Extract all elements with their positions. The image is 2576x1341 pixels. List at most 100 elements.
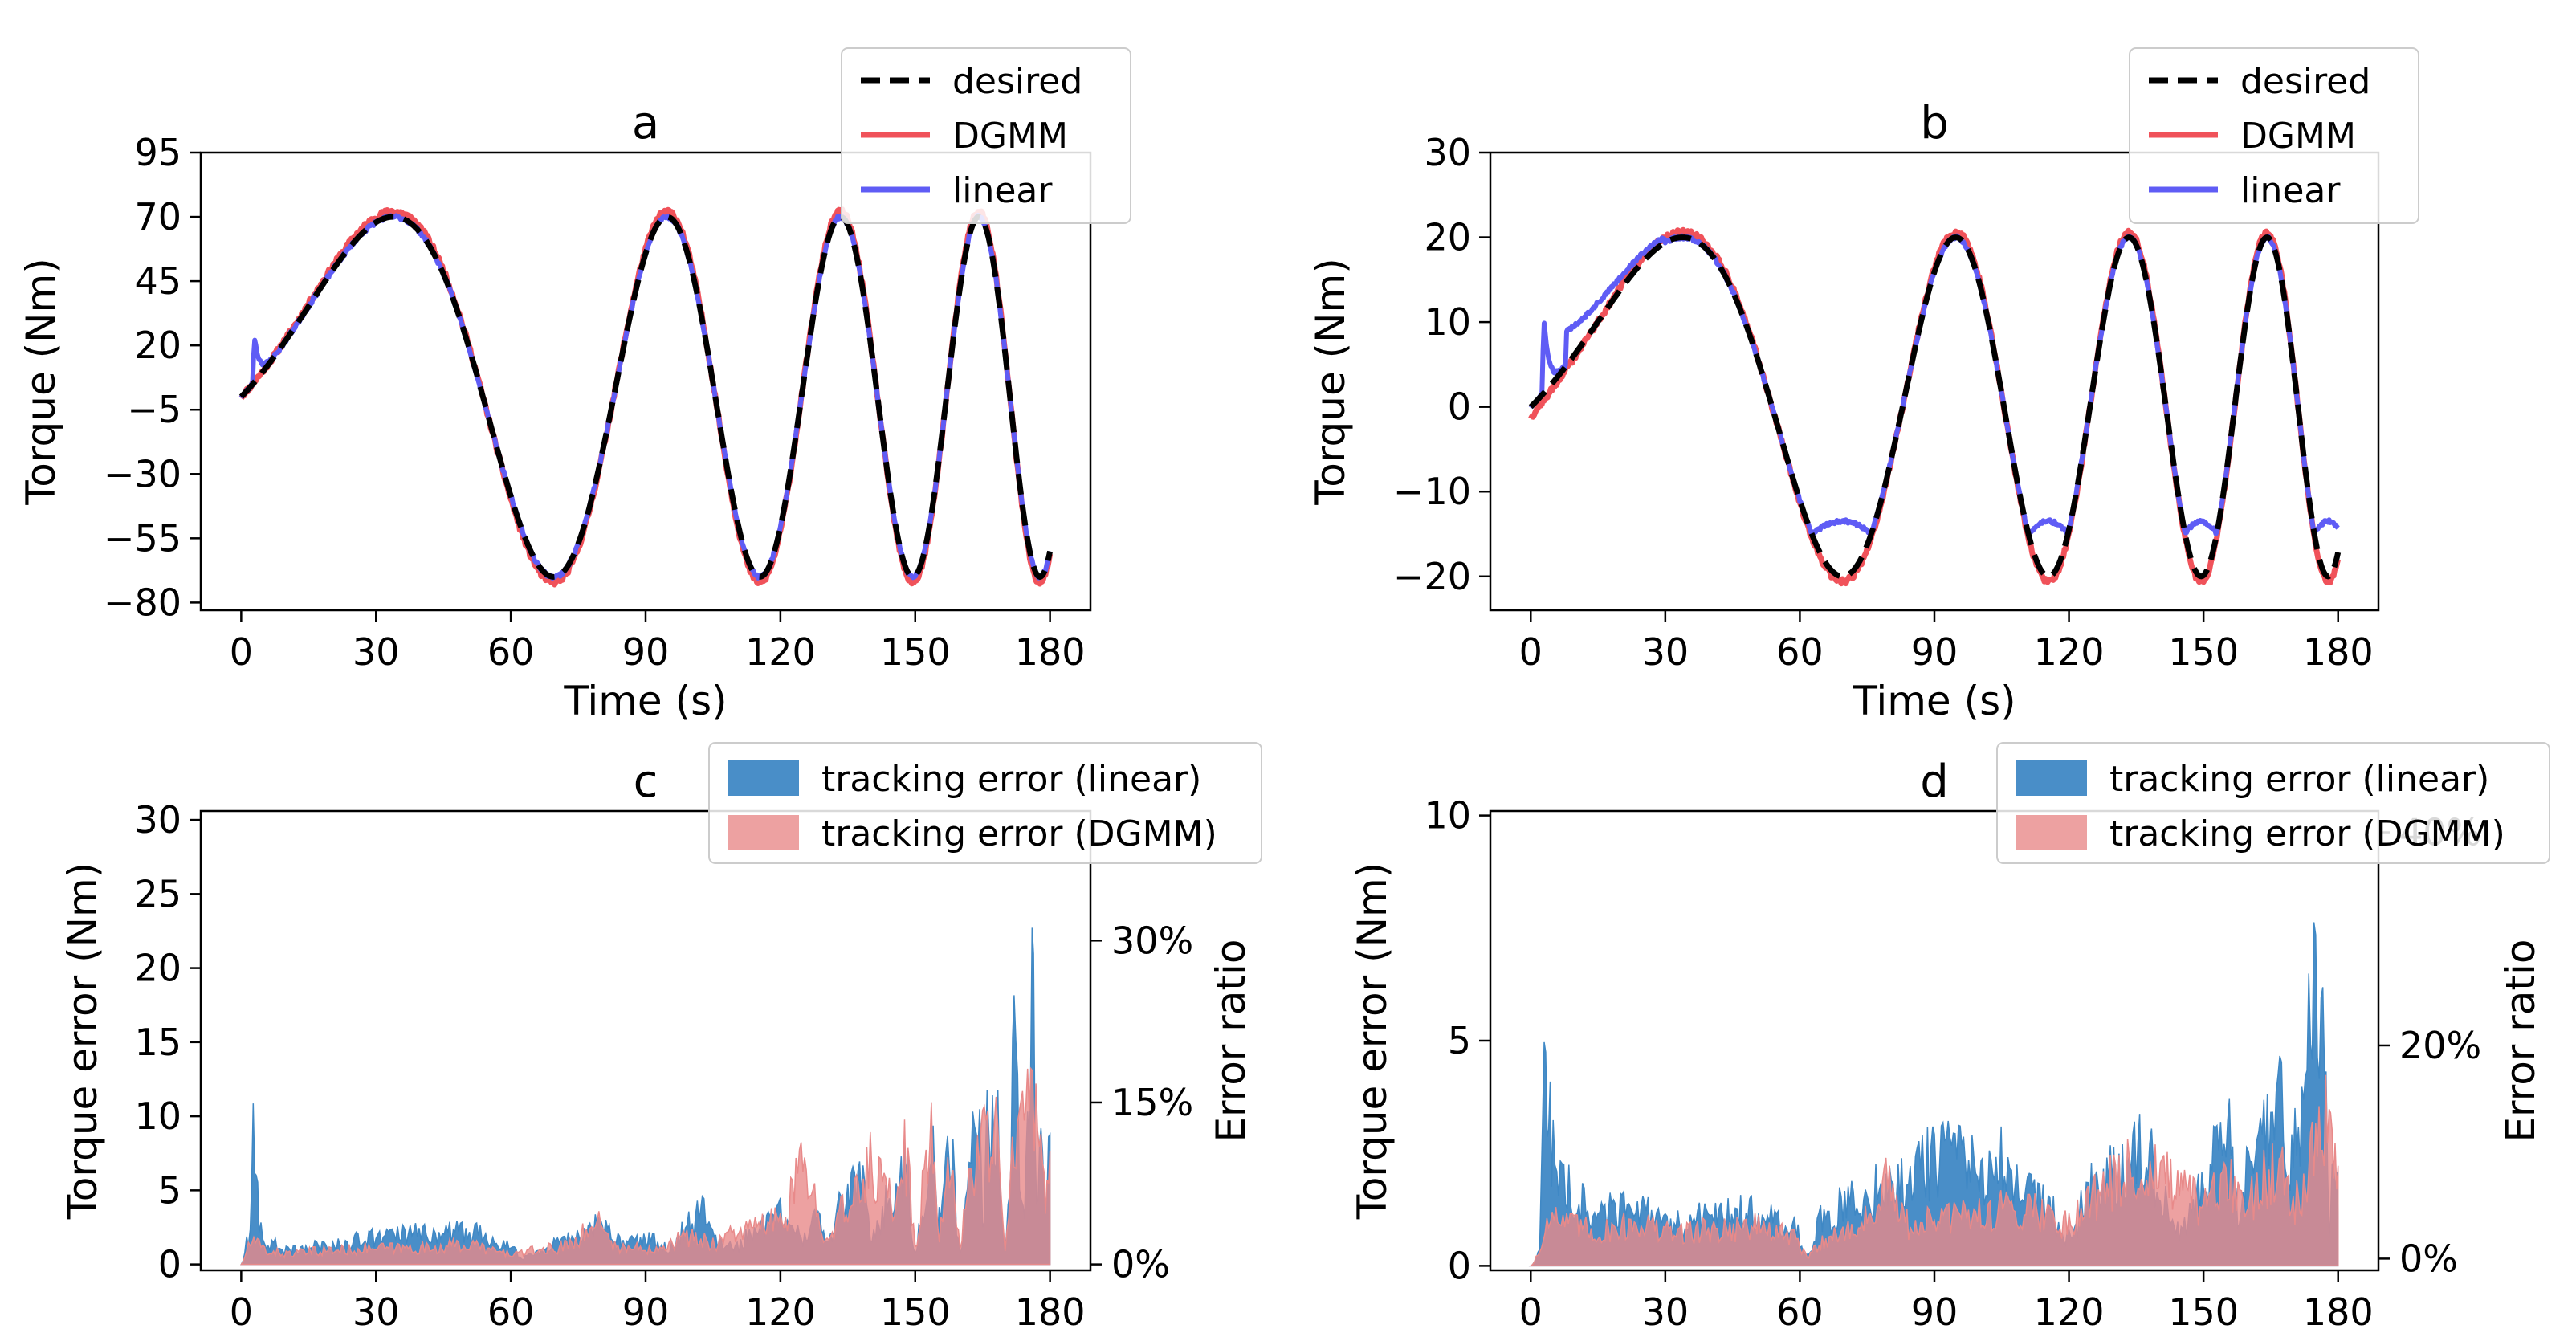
x-tick-label-b: 150 — [2168, 630, 2239, 674]
y-axis-title-c: Torque error (Nm) — [59, 862, 106, 1220]
plot-area-a — [238, 206, 1054, 588]
y-tick-label-a: −30 — [104, 452, 181, 495]
y-tick-label-d: 5 — [1448, 1019, 1471, 1062]
legend-label-c: tracking error (linear) — [821, 759, 1201, 800]
panel-title-a: a — [632, 97, 659, 149]
legend-label-b: DGMM — [2240, 116, 2356, 157]
series-linear-line-b — [1528, 233, 2340, 537]
y-tick-label-d: 10 — [1424, 794, 1471, 838]
x-tick-label-d: 90 — [1911, 1290, 1958, 1334]
x-tick-label-d: 60 — [1776, 1290, 1824, 1334]
y-tick-label-a: 45 — [134, 259, 181, 303]
x-tick-label-a: 120 — [745, 630, 816, 674]
y-tick-label-c: 30 — [134, 798, 181, 842]
y-tick-label-a: −80 — [104, 581, 181, 624]
legend-label-b: desired — [2240, 61, 2370, 102]
x-tick-label-d: 180 — [2303, 1290, 2374, 1334]
y-tick-label-b: 30 — [1424, 131, 1471, 174]
y-tick-label-c: 15 — [134, 1021, 181, 1064]
legend-swatch-c — [728, 760, 799, 796]
legend-b: desired DGMM linear — [2129, 47, 2419, 224]
y-tick-label-a: 70 — [134, 195, 181, 238]
x-tick-label-b: 30 — [1642, 630, 1689, 674]
y2-axis-title-c: Error ratio — [1208, 939, 1254, 1142]
x-tick-label-c: 150 — [880, 1290, 951, 1334]
y-tick-label-a: −55 — [104, 516, 181, 560]
legend-box-d — [1996, 742, 2550, 864]
y-tick-label-c: 0 — [158, 1243, 181, 1286]
x-tick-label-c: 120 — [745, 1290, 816, 1334]
legend-c: tracking error (linear) tracking error (D… — [708, 742, 1262, 864]
panel-c: 0 30 60 90 120 150 180 0 5 10 15 20 25 30 0% 15% 30% Erro… — [59, 742, 1262, 1334]
legend-box-a — [841, 47, 1131, 224]
x-tick-label-c: 90 — [622, 1290, 670, 1334]
plot-area-b — [1528, 226, 2342, 587]
plot-frame-c — [199, 809, 1092, 1272]
y-tick-label-a: 20 — [134, 324, 181, 367]
x-tick-label-d: 120 — [2034, 1290, 2105, 1334]
legend-label-b: linear — [2240, 170, 2341, 211]
legend-box-c — [708, 742, 1262, 864]
panel-title-d: d — [1920, 756, 1949, 808]
x-tick-label-d: 0 — [1519, 1290, 1543, 1334]
x-tick-label-d: 150 — [2168, 1290, 2239, 1334]
x-tick-label-a: 150 — [880, 630, 951, 674]
plot-area-d — [1528, 922, 2339, 1267]
y-axis-title-a: Torque (Nm) — [18, 258, 64, 506]
x-tick-label-d: 30 — [1642, 1290, 1689, 1334]
y2-axis-title-d: Error ratio — [2497, 939, 2544, 1142]
y-tick-label-a: 95 — [134, 131, 181, 174]
y-tick-label-c: 10 — [134, 1094, 181, 1138]
x-tick-label-a: 180 — [1015, 630, 1086, 674]
legend-a: desired DGMM linear — [841, 47, 1131, 224]
legend-box-b — [2129, 47, 2419, 224]
y-axis-title-d: Torque error (Nm) — [1349, 862, 1396, 1220]
x-tick-label-b: 60 — [1776, 630, 1824, 674]
x-tick-label-a: 60 — [487, 630, 535, 674]
x-tick-label-b: 180 — [2303, 630, 2374, 674]
legend-d: tracking error (linear) tracking error (D… — [1996, 742, 2550, 864]
legend-label-a: DGMM — [952, 116, 1068, 157]
x-tick-label-c: 60 — [487, 1290, 535, 1334]
y-tick-label-c: 20 — [134, 947, 181, 990]
plot-area-c — [239, 927, 1051, 1266]
x-axis-title-a: Time (s) — [563, 678, 727, 724]
legend-swatch-d — [2016, 760, 2087, 796]
series-desired-line-b — [1528, 234, 2342, 580]
x-tick-label-a: 30 — [353, 630, 400, 674]
legend-swatch-c — [728, 815, 799, 850]
x-tick-label-c: 0 — [230, 1290, 253, 1334]
x-tick-label-b: 90 — [1911, 630, 1958, 674]
x-tick-label-b: 120 — [2034, 630, 2105, 674]
y-tick-label-b: 20 — [1424, 216, 1471, 259]
y2-tick-label-d: 0% — [2399, 1237, 2458, 1280]
y-tick-label-c: 5 — [158, 1168, 181, 1212]
x-tick-label-a: 90 — [622, 630, 670, 674]
legend-label-d: tracking error (DGMM) — [2109, 813, 2505, 854]
y2-tick-label-c: 0% — [1111, 1243, 1170, 1286]
series-desired-line-a — [238, 214, 1054, 581]
x-tick-label-b: 0 — [1519, 630, 1543, 674]
y-axis-title-b: Torque (Nm) — [1307, 258, 1354, 506]
panel-title-b: b — [1920, 97, 1949, 149]
y2-tick-label-d: 20% — [2399, 1024, 2481, 1067]
panel-b: 0 30 60 90 120 150 180 30 20 10 0 −10 −20 Torque (Nm)… — [1307, 47, 2419, 724]
panel-a: 0 30 60 90 120 150 180 95 70 45 20 −5 −30 −55 −80 Torqu… — [18, 47, 1131, 724]
legend-label-a: linear — [952, 170, 1053, 211]
y-tick-label-a: −5 — [127, 388, 181, 431]
y-tick-label-b: −20 — [1393, 555, 1471, 598]
y2-tick-label-c: 15% — [1111, 1081, 1193, 1124]
legend-label-d: tracking error (linear) — [2109, 759, 2489, 800]
y2-tick-label-c: 30% — [1111, 919, 1193, 962]
panel-title-c: c — [634, 756, 658, 808]
series-dgmm-area-c — [239, 1066, 1051, 1266]
y-tick-label-c: 25 — [134, 872, 181, 915]
y-tick-label-b: 0 — [1448, 385, 1471, 429]
x-axis-title-b: Time (s) — [1852, 678, 2016, 724]
x-tick-label-c: 30 — [353, 1290, 400, 1334]
y-tick-label-b: −10 — [1393, 470, 1471, 513]
x-tick-label-a: 0 — [230, 630, 253, 674]
legend-label-a: desired — [952, 61, 1082, 102]
